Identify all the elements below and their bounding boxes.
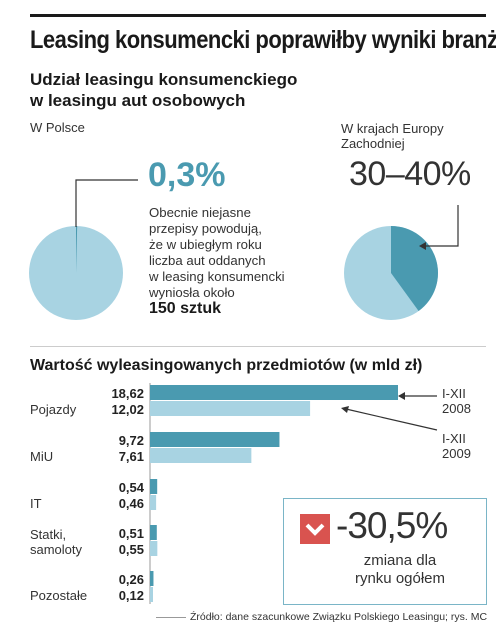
chevron-down-icon (300, 514, 330, 544)
category-label-line: IT (30, 496, 42, 511)
footer-source: Źródło: dane szacunkowe Związku Polskieg… (190, 611, 488, 623)
western-europe-label-line-2: Zachodniej (341, 136, 405, 151)
bar-2009 (150, 448, 252, 463)
poland-note-line: że w ubiegłym roku (149, 237, 262, 252)
bar-2009 (150, 495, 157, 510)
bar-value-label: 9,72 (118, 432, 144, 448)
category-label: Statki, samoloty (30, 527, 82, 557)
poland-note-line: liczba aut oddanych (149, 253, 266, 268)
category-label: MiU (30, 449, 53, 464)
bar-2008 (150, 479, 158, 494)
legend-2008-line-1: I-XII (442, 386, 466, 401)
category-label: Pojazdy (30, 402, 76, 417)
section-divider (30, 346, 486, 347)
bar-2008 (150, 385, 398, 400)
subtitle-line-1: Udział leasingu konsumenckiego (30, 70, 298, 89)
legend-2008-line-2: 2008 (442, 401, 471, 416)
bar-value-label: 0,51 (118, 525, 144, 541)
bar-2008 (150, 432, 280, 447)
bar-value-label: 7,61 (118, 448, 144, 464)
poland-value: 0,3% (148, 156, 226, 194)
bar-value-label: 18,62 (111, 385, 144, 401)
bar-2008 (150, 525, 157, 540)
bar-2008 (150, 571, 154, 586)
bar-value-label: 0,54 (118, 479, 144, 495)
western-europe-label: W krajach Europy Zachodniej (341, 121, 481, 151)
western-europe-pie-slice (391, 226, 438, 312)
bar-value-label: 0,12 (118, 587, 144, 603)
category-label: IT (30, 496, 42, 511)
western-europe-arrow (419, 242, 426, 250)
bar-2009 (150, 541, 158, 556)
headline: Leasing konsumencki poprawiłby wyniki br… (30, 26, 496, 54)
top-rule (30, 14, 486, 17)
legend-connector-2009 (345, 408, 438, 431)
bar-value-label: 0,26 (118, 571, 144, 587)
bar-value-label: 0,55 (118, 541, 144, 557)
bar-chart-title: Wartość wyleasingowanych przedmiotów (w … (30, 357, 423, 374)
legend-arrow-2008 (398, 392, 405, 400)
legend-2008: I-XII 2008 (442, 386, 471, 416)
poland-note: Obecnie niejasne przepisy powodują, że w… (149, 205, 319, 301)
category-label-line: MiU (30, 449, 54, 464)
poland-note-line: przepisy powodują, (149, 221, 262, 236)
subtitle-line-2: w leasingu aut osobowych (30, 91, 246, 110)
change-caption-line-1: zmiana dla (363, 552, 437, 569)
bar-2009 (150, 401, 311, 416)
western-europe-connector (424, 205, 459, 247)
poland-note-line: Obecnie niejasne (149, 205, 251, 220)
legend-arrow-2009 (341, 406, 349, 413)
bar-value-label: 0,46 (118, 495, 144, 511)
poland-note-highlight: 150 sztuk (149, 300, 222, 317)
poland-label: W Polsce (30, 120, 85, 135)
poland-note-line: w leasing konsumencki (149, 269, 285, 284)
category-label: Pozostałe (30, 588, 87, 603)
bar-2009 (150, 587, 153, 602)
change-value: -30,5% (336, 505, 448, 546)
pie-charts (29, 179, 459, 320)
footer-rule (156, 617, 186, 618)
category-label-line: Pojazdy (30, 402, 77, 417)
poland-note-line: wyniosła około (149, 285, 235, 300)
legend-2009: I-XII 2009 (442, 431, 471, 461)
category-label-line: samoloty (30, 542, 83, 557)
legend-2009-line-1: I-XII (442, 431, 466, 446)
category-label-line: Statki, (30, 527, 67, 542)
change-caption-line-2: rynku ogółem (354, 570, 446, 587)
western-europe-value: 30–40% (349, 155, 471, 193)
western-europe-label-line-1: W krajach Europy (341, 121, 444, 136)
bar-value-label: 12,02 (111, 401, 144, 417)
poland-connector (75, 179, 138, 227)
change-caption: zmiana dla rynku ogółem (340, 552, 460, 588)
legend-2009-line-2: 2009 (442, 446, 471, 461)
poland-pie-slice (76, 225, 78, 273)
category-label-line: Pozostałe (30, 588, 88, 603)
